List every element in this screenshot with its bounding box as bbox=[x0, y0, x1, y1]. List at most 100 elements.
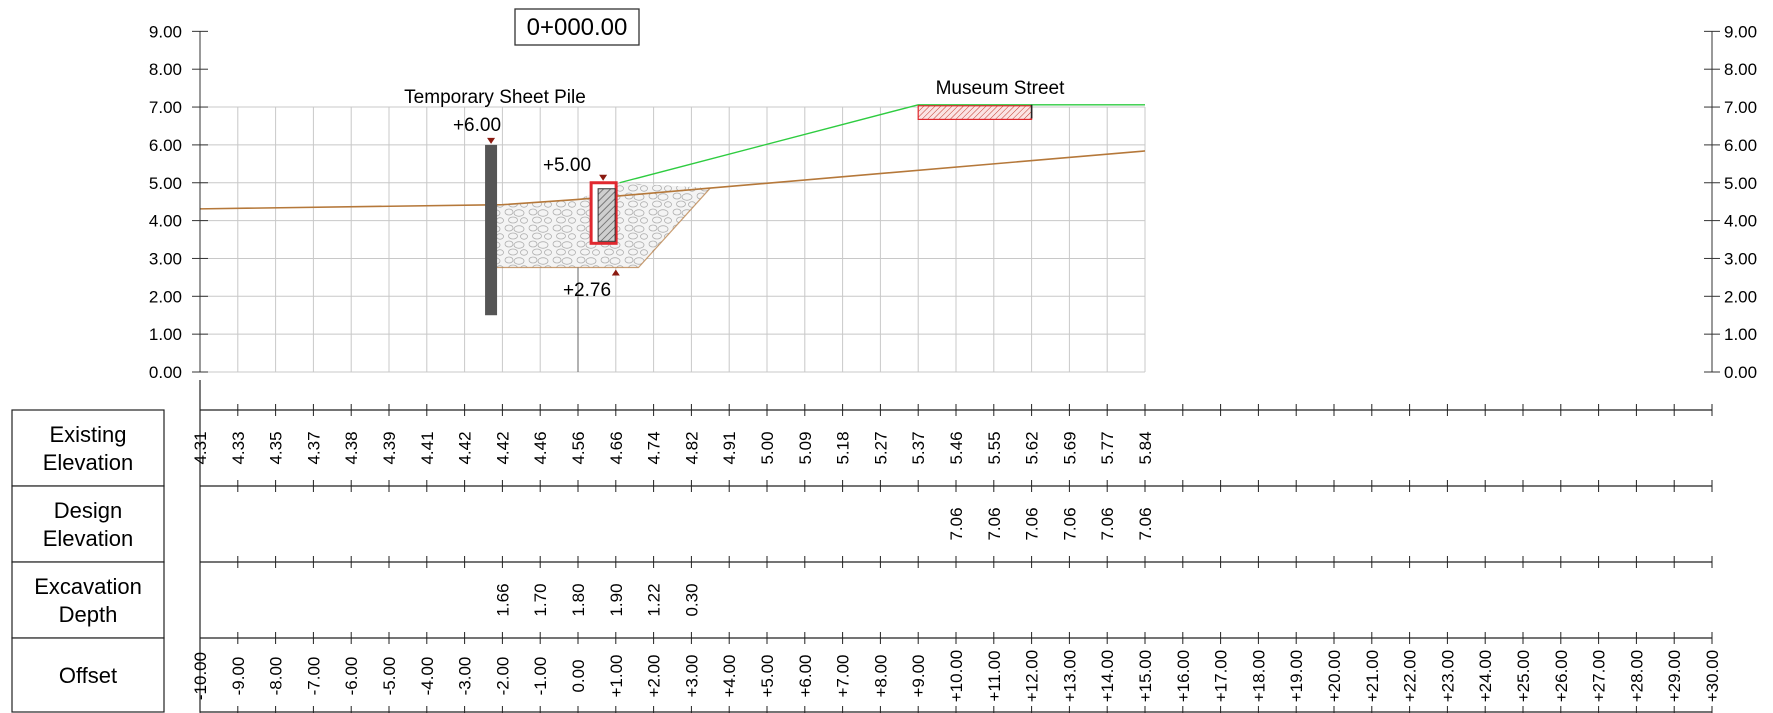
offset-value: +7.00 bbox=[834, 654, 853, 697]
design-surface-line bbox=[619, 104, 1145, 184]
left-axis-label: 1.00 bbox=[149, 325, 182, 344]
left-axis-label: 8.00 bbox=[149, 60, 182, 79]
existing-elevation-value: 4.42 bbox=[456, 431, 475, 464]
offset-value: +6.00 bbox=[796, 654, 815, 697]
existing-elevation-value: 4.56 bbox=[569, 431, 588, 464]
offset-value: +22.00 bbox=[1401, 650, 1420, 702]
existing-elevation-value: 4.38 bbox=[342, 431, 361, 464]
design-elevation-value: 7.06 bbox=[1023, 507, 1042, 540]
offset-value: +30.00 bbox=[1703, 650, 1722, 702]
offset-value: +19.00 bbox=[1287, 650, 1306, 702]
profile-lines bbox=[199, 104, 1146, 372]
offset-value: +21.00 bbox=[1363, 650, 1382, 702]
excavation-outline bbox=[491, 187, 711, 269]
offset-value: -4.00 bbox=[418, 657, 437, 696]
sheet-pile-title: Temporary Sheet Pile bbox=[404, 87, 586, 108]
design-elevation-value: 7.06 bbox=[947, 507, 966, 540]
right-axis-label: 2.00 bbox=[1724, 287, 1757, 306]
offset-value: -5.00 bbox=[380, 657, 399, 696]
excavation-bottom-marker bbox=[611, 269, 620, 276]
existing-elevation-value: 4.37 bbox=[304, 431, 323, 464]
design-elevation-value: 7.06 bbox=[1136, 507, 1155, 540]
offset-value: +28.00 bbox=[1627, 650, 1646, 702]
offset-value: -9.00 bbox=[229, 657, 248, 696]
table-row-label: Existing bbox=[49, 422, 126, 447]
existing-elevation-value: 5.46 bbox=[947, 431, 966, 464]
table-row-label: Design bbox=[54, 498, 122, 523]
design-elevation-value: 7.06 bbox=[1098, 507, 1117, 540]
offset-value: +9.00 bbox=[909, 654, 928, 697]
existing-elevation-value: 4.82 bbox=[682, 431, 701, 464]
table-row-label: Elevation bbox=[43, 450, 134, 475]
elevation-grid bbox=[200, 106, 1146, 373]
table-row-label: Offset bbox=[59, 663, 117, 688]
table-row-label: Elevation bbox=[43, 526, 134, 551]
existing-elevation-value: 5.62 bbox=[1023, 431, 1042, 464]
sheet-pile bbox=[485, 144, 498, 316]
right-axis-label: 8.00 bbox=[1724, 60, 1757, 79]
excavation-depth-value: 1.66 bbox=[493, 583, 512, 616]
existing-elevation-value: 4.35 bbox=[267, 431, 286, 464]
left-axis-label: 6.00 bbox=[149, 136, 182, 155]
existing-elevation-value: 5.09 bbox=[796, 431, 815, 464]
offset-value: -3.00 bbox=[456, 657, 475, 696]
offset-value: +13.00 bbox=[1060, 650, 1079, 702]
offset-value: -6.00 bbox=[342, 657, 361, 696]
right-axis-label: 6.00 bbox=[1724, 136, 1757, 155]
left-axis-label: 9.00 bbox=[149, 22, 182, 41]
offset-value: -2.00 bbox=[493, 657, 512, 696]
offset-value: +23.00 bbox=[1438, 650, 1457, 702]
data-table: Existing Elevation Design Elevation Excavati… bbox=[11, 380, 1722, 713]
existing-elevation-value: 5.55 bbox=[985, 431, 1004, 464]
left-axis-label: 3.00 bbox=[149, 249, 182, 268]
existing-elevation-value: 4.41 bbox=[418, 431, 437, 464]
right-axis-label: 3.00 bbox=[1724, 249, 1757, 268]
excavation-depth-value: 1.22 bbox=[645, 583, 664, 616]
retaining-wall-body bbox=[597, 188, 616, 242]
offset-value: +8.00 bbox=[871, 654, 890, 697]
street-label: Museum Street bbox=[936, 78, 1066, 99]
station-box: 0+000.00 bbox=[514, 8, 640, 46]
excavation-depth-value: 0.30 bbox=[682, 583, 701, 616]
existing-elevation-value: 5.69 bbox=[1060, 431, 1079, 464]
offset-value: 0.00 bbox=[569, 659, 588, 692]
offset-value: -7.00 bbox=[304, 657, 323, 696]
offset-value: +26.00 bbox=[1552, 650, 1571, 702]
existing-elevation-value: 4.46 bbox=[531, 431, 550, 464]
design-elevation-value: 7.06 bbox=[985, 507, 1004, 540]
wall-top-label: +5.00 bbox=[543, 155, 591, 176]
existing-elevation-value: 5.84 bbox=[1136, 431, 1155, 464]
right-axis-label: 9.00 bbox=[1724, 22, 1757, 41]
excavation-depth-value: 1.70 bbox=[531, 583, 550, 616]
offset-value: +27.00 bbox=[1590, 650, 1609, 702]
offset-value: +1.00 bbox=[607, 654, 626, 697]
excavation-depth-value: 1.80 bbox=[569, 583, 588, 616]
existing-elevation-value: 4.91 bbox=[720, 431, 739, 464]
table-row-label: Excavation bbox=[34, 574, 142, 599]
left-axis-label: 7.00 bbox=[149, 98, 182, 117]
offset-value: +15.00 bbox=[1136, 650, 1155, 702]
offset-value: +29.00 bbox=[1665, 650, 1684, 702]
right-axis-label: 7.00 bbox=[1724, 98, 1757, 117]
offset-value: +4.00 bbox=[720, 654, 739, 697]
existing-elevation-value: 4.42 bbox=[493, 431, 512, 464]
existing-elevation-value: 5.77 bbox=[1098, 431, 1117, 464]
offset-value: +16.00 bbox=[1174, 650, 1193, 702]
offset-value: +11.00 bbox=[985, 650, 1004, 701]
offset-value: -10.00 bbox=[191, 652, 210, 700]
existing-elevation-value: 4.39 bbox=[380, 431, 399, 464]
structures bbox=[485, 104, 1033, 316]
offset-value: +18.00 bbox=[1249, 650, 1268, 702]
offset-value: -1.00 bbox=[531, 657, 550, 696]
sheet-pile-top-marker bbox=[487, 137, 496, 144]
street-pavement bbox=[917, 105, 1033, 121]
offset-value: +17.00 bbox=[1212, 650, 1231, 702]
existing-elevation-value: 4.33 bbox=[229, 431, 248, 464]
excavation-depth-value: 1.90 bbox=[607, 583, 626, 616]
excavation-bottom-label: +2.76 bbox=[563, 280, 611, 301]
wall-top-marker bbox=[599, 174, 608, 181]
existing-elevation-value: 4.31 bbox=[191, 431, 210, 464]
right-axis-label: 1.00 bbox=[1724, 325, 1757, 344]
table-row-label: Depth bbox=[59, 602, 118, 627]
